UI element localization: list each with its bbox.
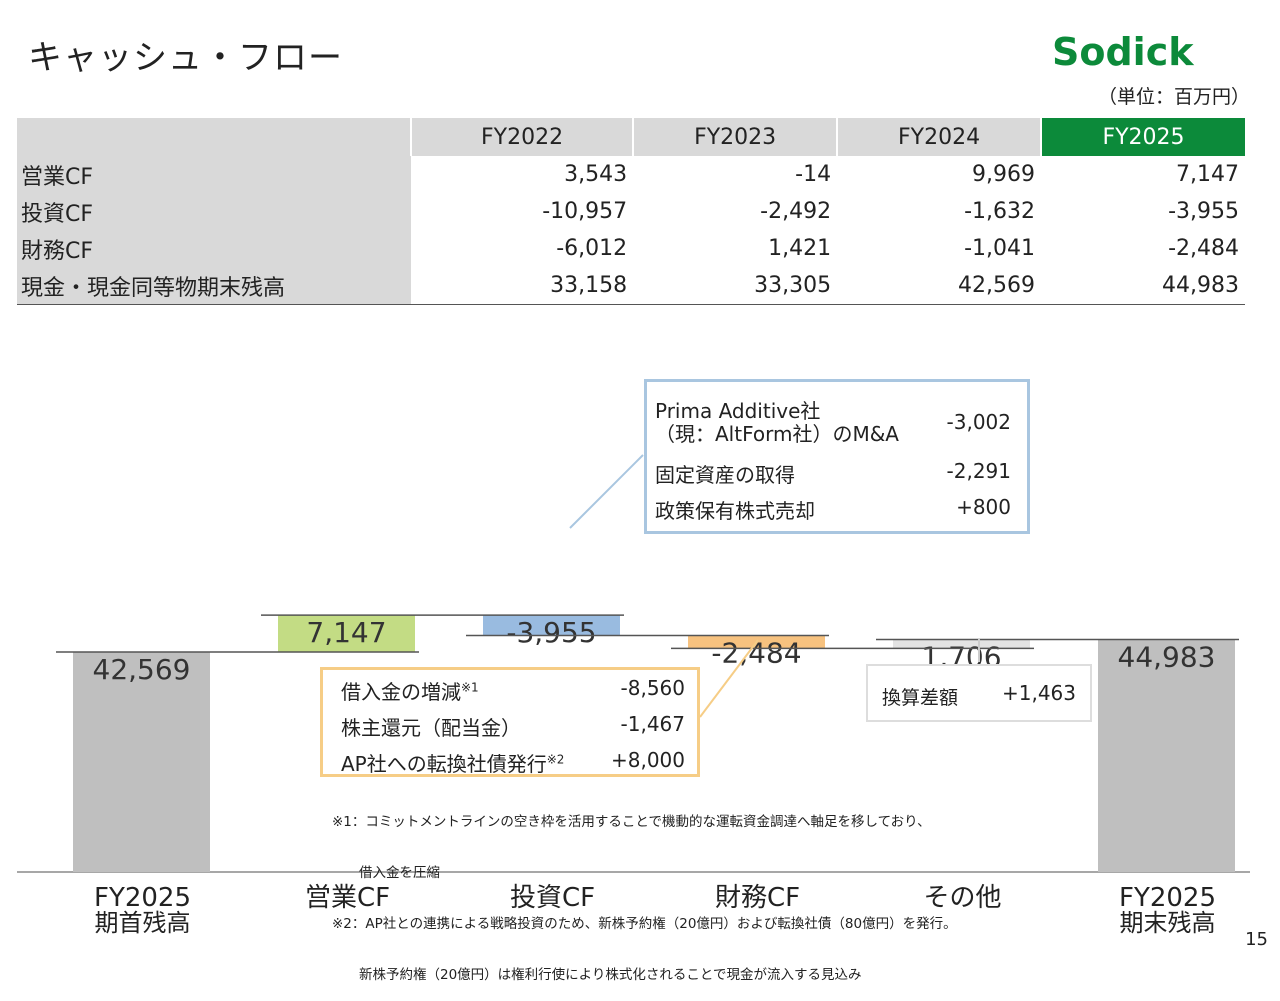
row-label: 投資CF	[17, 193, 411, 230]
cell-value: -1,632	[964, 199, 1036, 224]
callout-value: +1,463	[1001, 681, 1076, 705]
category-label: 期末残高	[1120, 909, 1216, 937]
cell-value: 33,305	[633, 267, 838, 305]
cell-value: -1,041	[964, 236, 1036, 261]
row-label: 営業CF	[17, 156, 411, 193]
cell-value: -10,957	[542, 199, 628, 224]
column-header: FY2022	[409, 118, 634, 156]
bar-value-label: 7,147	[306, 616, 386, 649]
bar-value-label: 44,983	[1118, 641, 1216, 674]
waterfall-bar	[278, 615, 415, 652]
cell-value: -6,012	[556, 236, 628, 261]
category-label: 営業CF	[305, 883, 390, 913]
footnote-line: 借入金を圧縮	[332, 865, 440, 881]
callout-pointer	[569, 454, 644, 529]
cell-value: -14	[795, 162, 832, 187]
cell-value: -3,955	[1168, 199, 1239, 224]
category-label: 期首残高	[95, 909, 191, 937]
investing-breakdown-callout: Prima Additive社 （現：AltForm社）のM&A -3,002 …	[644, 379, 1030, 534]
callout-label: 借入金の増減	[341, 680, 461, 704]
callout-label: AP社への転換社債発行	[341, 752, 547, 776]
bar-value-label: -3,955	[506, 616, 596, 649]
callout-label: （現：AltForm社）のM&A	[655, 422, 899, 446]
category-label: その他	[923, 883, 1001, 913]
sodick-logo: Sodick	[1052, 30, 1194, 74]
cell-value: 9,969	[972, 162, 1036, 187]
callout-value: +8,000	[610, 748, 685, 772]
page-title: キャッシュ・フロー	[28, 38, 343, 78]
waterfall-bar	[483, 615, 620, 636]
page-number: 15	[1245, 929, 1268, 950]
callout-value: +800	[956, 495, 1011, 519]
footnote-line: ※2：AP社との連携による戦略投資のため、新株予約権（20億円）および転換社債（…	[332, 916, 957, 932]
category-label: 投資CF	[510, 883, 595, 913]
financing-breakdown-callout: 借入金の増減※1 -8,560 株主還元（配当金） -1,467 AP社への転換…	[320, 667, 700, 777]
callout-value: -2,291	[946, 459, 1011, 483]
waterfall-chart: 42,569FY2025期首残高7,147営業CF-3,955投資CF-2,48…	[17, 454, 1250, 937]
column-header: FY2024	[836, 118, 1042, 156]
cashflow-table: FY2022 FY2023 FY2024 FY2025 営業CF 3,543 -…	[17, 118, 1245, 305]
cell-value: 3,543	[564, 162, 628, 187]
cell-value: 7,147	[1176, 162, 1239, 187]
callout-label: 固定資産の取得	[655, 463, 795, 487]
callout-label: 換算差額	[882, 687, 959, 709]
category-label: 財務CF	[715, 883, 800, 913]
waterfall-bar	[1098, 639, 1235, 872]
footnote-line: 新株予約権（20億円）は権利行使により株式化されることで現金が流入する見込み	[332, 967, 862, 983]
footnote-ref: ※2	[546, 752, 565, 767]
footnotes: ※1：コミットメントラインの空き枠を活用することで機動的な運転資金調達へ軸足を移…	[332, 780, 957, 1001]
row-label: 現金・現金同等物期末残高	[17, 267, 411, 305]
table-row: 営業CF 3,543 -14 9,969 7,147	[17, 156, 1245, 193]
callout-label: 政策保有株式売却	[655, 499, 815, 523]
table-row: 財務CF -6,012 1,421 -1,041 -2,484	[17, 230, 1245, 267]
unit-label: （単位：百万円）	[1097, 86, 1250, 108]
callout-label: Prima Additive社	[655, 399, 821, 423]
table-row: 現金・現金同等物期末残高 33,158 33,305 42,569 44,983	[17, 267, 1245, 305]
bar-value-label: 42,569	[93, 653, 191, 686]
other-breakdown-callout: 換算差額 +1,463	[866, 664, 1092, 722]
waterfall-bar	[73, 652, 210, 872]
callout-label: 株主還元（配当金）	[341, 716, 521, 740]
callout-value: -3,002	[946, 410, 1011, 434]
callout-value: -1,467	[620, 712, 685, 736]
footnote-ref: ※1	[461, 680, 479, 695]
callout-pointer	[699, 639, 759, 718]
row-label: 財務CF	[17, 230, 411, 267]
cell-value: 44,983	[1041, 267, 1245, 305]
category-label: FY2025	[94, 883, 191, 913]
callout-value: -8,560	[620, 676, 685, 700]
column-header: FY2023	[632, 118, 838, 156]
cell-value: 42,569	[837, 267, 1042, 305]
cell-value: 1,421	[768, 236, 832, 261]
waterfall-bar	[893, 639, 1030, 649]
category-label: FY2025	[1119, 883, 1216, 913]
table-row: 投資CF -10,957 -2,492 -1,632 -3,955	[17, 193, 1245, 230]
cell-value: -2,484	[1168, 236, 1239, 261]
cell-value: 33,158	[411, 267, 634, 305]
footnote-line: ※1：コミットメントラインの空き枠を活用することで機動的な運転資金調達へ軸足を移…	[332, 814, 931, 830]
table-corner	[17, 118, 411, 156]
column-header-current: FY2025	[1040, 118, 1245, 156]
cell-value: -2,492	[760, 199, 832, 224]
